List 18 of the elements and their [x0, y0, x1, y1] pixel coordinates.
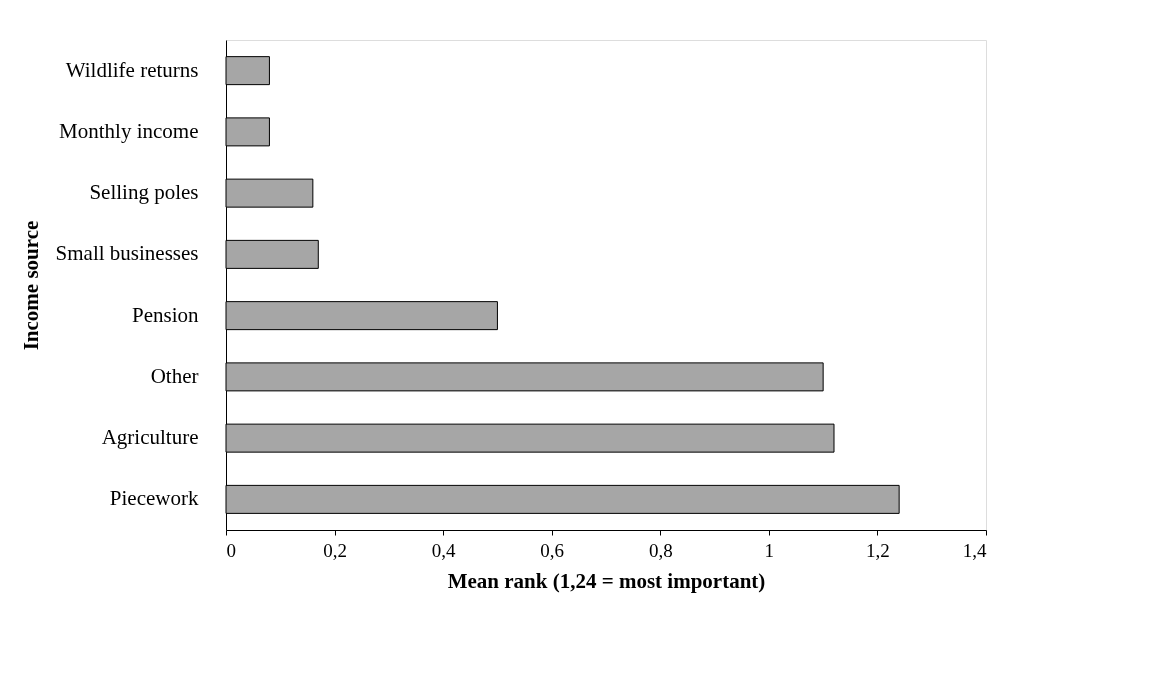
- x-tick-label: 1,4: [962, 539, 987, 561]
- x-tick-label: 0: [226, 539, 236, 561]
- y-tick-label: Pension: [131, 302, 199, 327]
- y-tick-label: Agriculture: [101, 425, 199, 450]
- x-tick-label: 0,6: [540, 539, 565, 561]
- y-tick-label: Small businesses: [55, 241, 199, 266]
- y-axis-title: Income source: [18, 220, 43, 351]
- x-axis-title: Mean rank (1,24 = most important): [447, 568, 766, 593]
- y-tick-label: Piecework: [109, 486, 199, 511]
- y-tick-label: Wildlife returns: [65, 57, 199, 82]
- y-tick-label: Other: [150, 363, 199, 388]
- y-tick-label: Monthly income: [59, 118, 199, 143]
- x-tick-label: 1: [764, 539, 775, 561]
- x-tick-label: 0,8: [648, 539, 673, 561]
- x-tick-label: 0,4: [431, 539, 457, 561]
- x-tick-label: 1,2: [866, 539, 890, 561]
- x-tick-label: 0,2: [323, 539, 347, 561]
- y-tick-label: Selling poles: [89, 180, 199, 205]
